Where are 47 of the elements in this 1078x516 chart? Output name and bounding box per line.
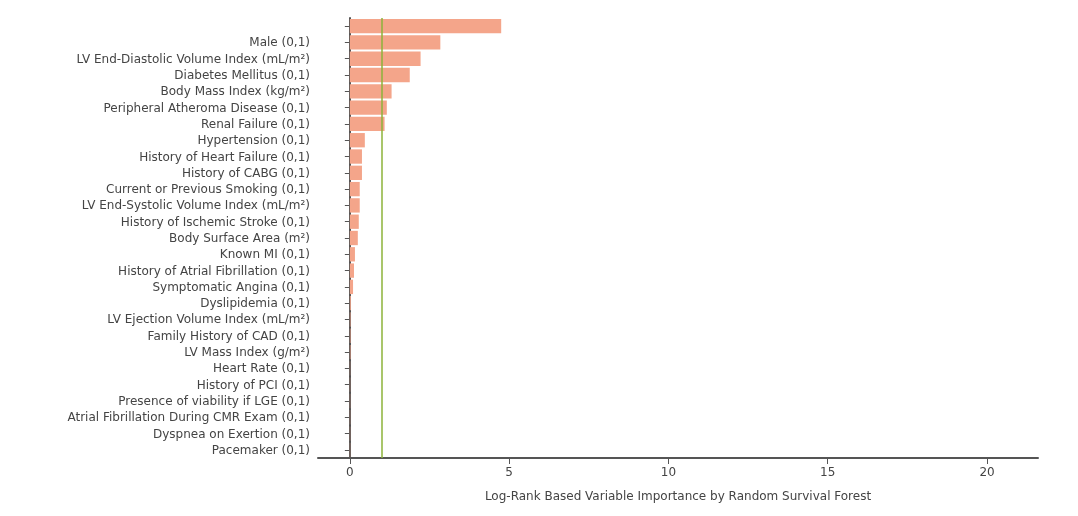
y-tick-label: History of Ischemic Stroke (0,1) (120, 214, 310, 229)
y-tick-label: Atrial Fibrillation During CMR Exam (0,1) (67, 410, 310, 425)
bar (349, 198, 360, 213)
y-tick-label: Body Mass Index (kg/m²) (160, 84, 310, 99)
y-tick-label: Family History of CAD (0,1) (147, 328, 310, 343)
y-tick-label: Peripheral Atheroma Disease (0,1) (103, 100, 310, 115)
bar (349, 133, 365, 148)
y-tick-label: Current or Previous Smoking (0,1) (106, 182, 310, 197)
y-tick-label: Male (0,1) (249, 35, 310, 50)
x-tick-label: 15 (820, 465, 836, 479)
y-tick-label: Renal Failure (0,1) (200, 116, 310, 131)
y-tick-label: History of PCI (0,1) (196, 377, 310, 392)
x-tick-label: 20 (979, 465, 995, 479)
x-tick-label: 0 (346, 465, 354, 479)
y-tick-label: History of CABG (0,1) (181, 165, 310, 180)
y-tick-label: Dyspnea on Exertion (0,1) (152, 426, 310, 441)
y-tick-label: Diabetes Mellitus (0,1) (174, 68, 310, 83)
bar (349, 230, 358, 246)
bar (349, 263, 354, 278)
y-tick-label: Pacemaker (0,1) (211, 442, 310, 457)
bar (349, 165, 362, 180)
y-tick-label: LV End-Diastolic Volume Index (mL/m²) (76, 51, 310, 66)
y-tick-label: LV Ejection Volume Index (mL/m²) (107, 312, 310, 327)
y-tick-label: Dyslipidemia (0,1) (200, 296, 310, 311)
y-tick-label: Presence of viability if LGE (0,1) (118, 393, 310, 408)
bar (349, 279, 354, 295)
y-tick-label: LV Mass Index (g/m²) (184, 345, 310, 360)
x-tick-label: 10 (660, 465, 677, 479)
x-tick-label: 5 (505, 465, 513, 479)
y-tick-label: Body Surface Area (m²) (169, 231, 310, 245)
y-tick-label: Known MI (0,1) (219, 247, 310, 262)
bar (349, 214, 359, 229)
y-tick-label: History of Heart Failure (0,1) (139, 149, 310, 164)
bar (349, 149, 362, 164)
y-tick-label: LV End-Systolic Volume Index (mL/m²) (81, 198, 310, 213)
bar (349, 116, 385, 132)
bar (349, 247, 355, 262)
y-tick-label: History of Atrial Fibrillation (0,1) (118, 263, 310, 278)
x-axis-title: Log-Rank Based Variable Importance by Random Survival Forest (484, 489, 872, 503)
y-tick-label: Heart Rate (0,1) (213, 361, 310, 376)
bar (349, 18, 502, 34)
bar (349, 35, 441, 50)
bar (349, 67, 410, 83)
bar (349, 181, 360, 197)
y-tick-label: Symptomatic Angina (0,1) (152, 279, 310, 294)
y-tick-label: Hypertension (0,1) (197, 133, 310, 148)
bar (349, 51, 421, 66)
